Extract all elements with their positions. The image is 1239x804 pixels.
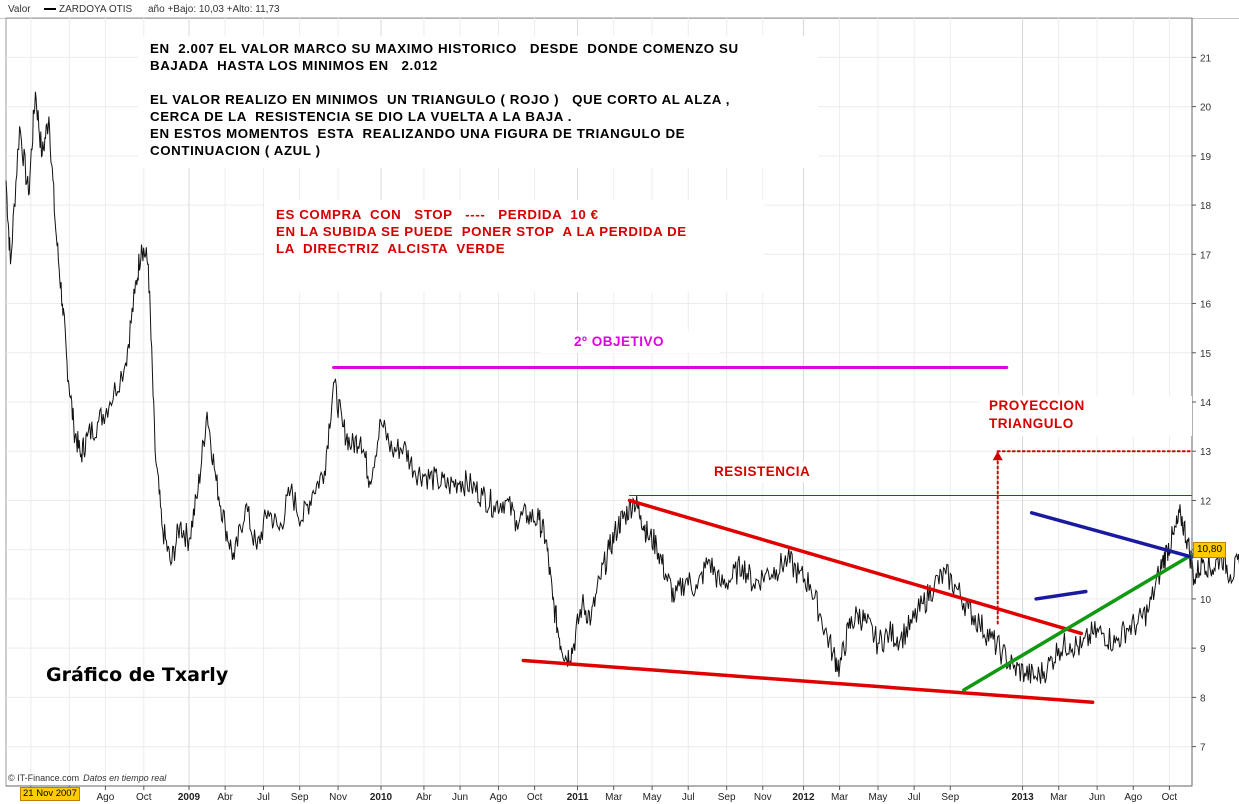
main-note-line: CERCA DE LA RESISTENCIA SE DIO LA VUELTA… [150,109,573,124]
green-trend-line [962,552,1194,692]
x-tick-label: Mar [831,792,849,803]
x-tick-label: Ago [96,792,114,803]
red-note-line: ES COMPRA CON STOP ---- PERDIDA 10 € [276,207,599,222]
main-note-line: EN ESTOS MOMENTOS ESTA REALIZANDO UNA FI… [150,126,686,141]
x-tick-label: Jul [908,792,921,803]
x-tick-label: Abr [217,792,233,803]
main-note-line: BAJADA HASTA LOS MINIMOS EN 2.012 [150,58,438,73]
y-tick-label: 18 [1200,201,1212,212]
blue-upper-line [1029,511,1194,559]
blue-lower-line [1034,589,1088,601]
x-tick-label: 2009 [178,792,201,803]
red-upper-line [627,498,1084,636]
proyeccion-label-2: TRIANGULO [989,416,1074,431]
resistencia-box [700,462,830,482]
x-tick-label: Mar [1050,792,1068,803]
axes: 789101112131415161718192021MarJunAgoOct2… [6,18,1212,803]
proyeccion-label-1: PROYECCION [989,398,1085,413]
main-note: EN 2.007 EL VALOR MARCO SU MAXIMO HISTOR… [150,40,739,159]
y-tick-label: 17 [1200,250,1212,261]
price-series [5,91,1239,684]
start-date-badge: 21 Nov 2007 [20,787,80,801]
header-ticker: ZARDOYA OTIS [44,4,132,15]
source-note: Datos en tiempo real [83,773,167,783]
x-tick-label: May [643,792,662,803]
main-note-line: EL VALOR REALIZO EN MINIMOS UN TRIANGULO… [150,92,731,107]
y-tick-label: 20 [1200,103,1212,114]
last-price-badge: 10,80 [1193,542,1226,558]
x-tick-label: Sep [941,792,959,803]
x-tick-label: Jul [257,792,270,803]
x-tick-label: Ago [1124,792,1142,803]
objetivo-box [540,331,720,353]
objetivo-label: 2º OBJETIVO [574,334,664,349]
x-tick-label: Nov [754,792,772,803]
red-note: ES COMPRA CON STOP ---- PERDIDA 10 € EN L… [276,206,687,257]
main-note-box: EN 2.007 EL VALOR MARCO SU MAXIMO HISTOR… [138,36,818,168]
source-name: © IT-Finance.com [8,773,80,783]
y-tick-label: 10 [1200,595,1212,606]
y-tick-label: 15 [1200,349,1212,360]
x-tick-label: Jun [452,792,468,803]
x-tick-label: Abr [416,792,432,803]
proyeccion-box [980,396,1192,436]
x-tick-label: 2010 [370,792,393,803]
x-tick-label: 2012 [792,792,815,803]
y-tick-label: 19 [1200,152,1212,163]
x-tick-label: Sep [291,792,309,803]
main-note-line: CONTINUACION ( AZUL ) [150,143,321,158]
red-lower-line [521,658,1095,705]
price-line [5,91,1239,684]
red-note-line: LA DIRECTRIZ ALCISTA VERDE [276,241,506,256]
resistencia-label: RESISTENCIA [714,464,811,479]
x-tick-label: Oct [527,792,543,803]
x-tick-label: 2011 [567,792,589,803]
main-note-line: EN 2.007 EL VALOR MARCO SU MAXIMO HISTOR… [150,41,739,56]
x-tick-label: Sep [718,792,736,803]
y-tick-label: 8 [1200,693,1206,704]
y-tick-label: 14 [1200,398,1212,409]
signature: Gráfico de Txarly [46,664,229,686]
y-tick-label: 13 [1200,447,1212,458]
trend-lines [332,366,1194,705]
series-swatch [44,8,56,11]
x-tick-label: Oct [1162,792,1178,803]
x-tick-label: Jun [1089,792,1105,803]
main-note-line [150,74,739,91]
source-line: © IT-Finance.com Datos en tiempo real [8,773,166,783]
y-tick-label: 12 [1200,496,1212,507]
proyeccion-arrow [992,451,1003,461]
y-tick-label: 21 [1200,53,1212,64]
x-tick-label: Nov [329,792,347,803]
x-tick-label: May [869,792,888,803]
red-note-line: EN LA SUBIDA SE PUEDE PONER STOP A LA PE… [276,224,687,239]
x-tick-label: 2013 [1011,792,1034,803]
red-note-box: ES COMPRA CON STOP ---- PERDIDA 10 € EN L… [264,200,764,292]
header-valor-label: Valor [8,4,31,15]
x-tick-label: Oct [136,792,152,803]
header-ticker-text: ZARDOYA OTIS [59,4,133,15]
y-tick-label: 7 [1200,743,1206,754]
x-tick-label: Ago [490,792,508,803]
header-stats: año +Bajo: 10,03 +Alto: 11,73 [148,4,280,15]
x-tick-label: Jul [682,792,695,803]
x-tick-label: Mar [605,792,623,803]
y-tick-label: 16 [1200,300,1212,311]
y-tick-label: 9 [1200,644,1206,655]
